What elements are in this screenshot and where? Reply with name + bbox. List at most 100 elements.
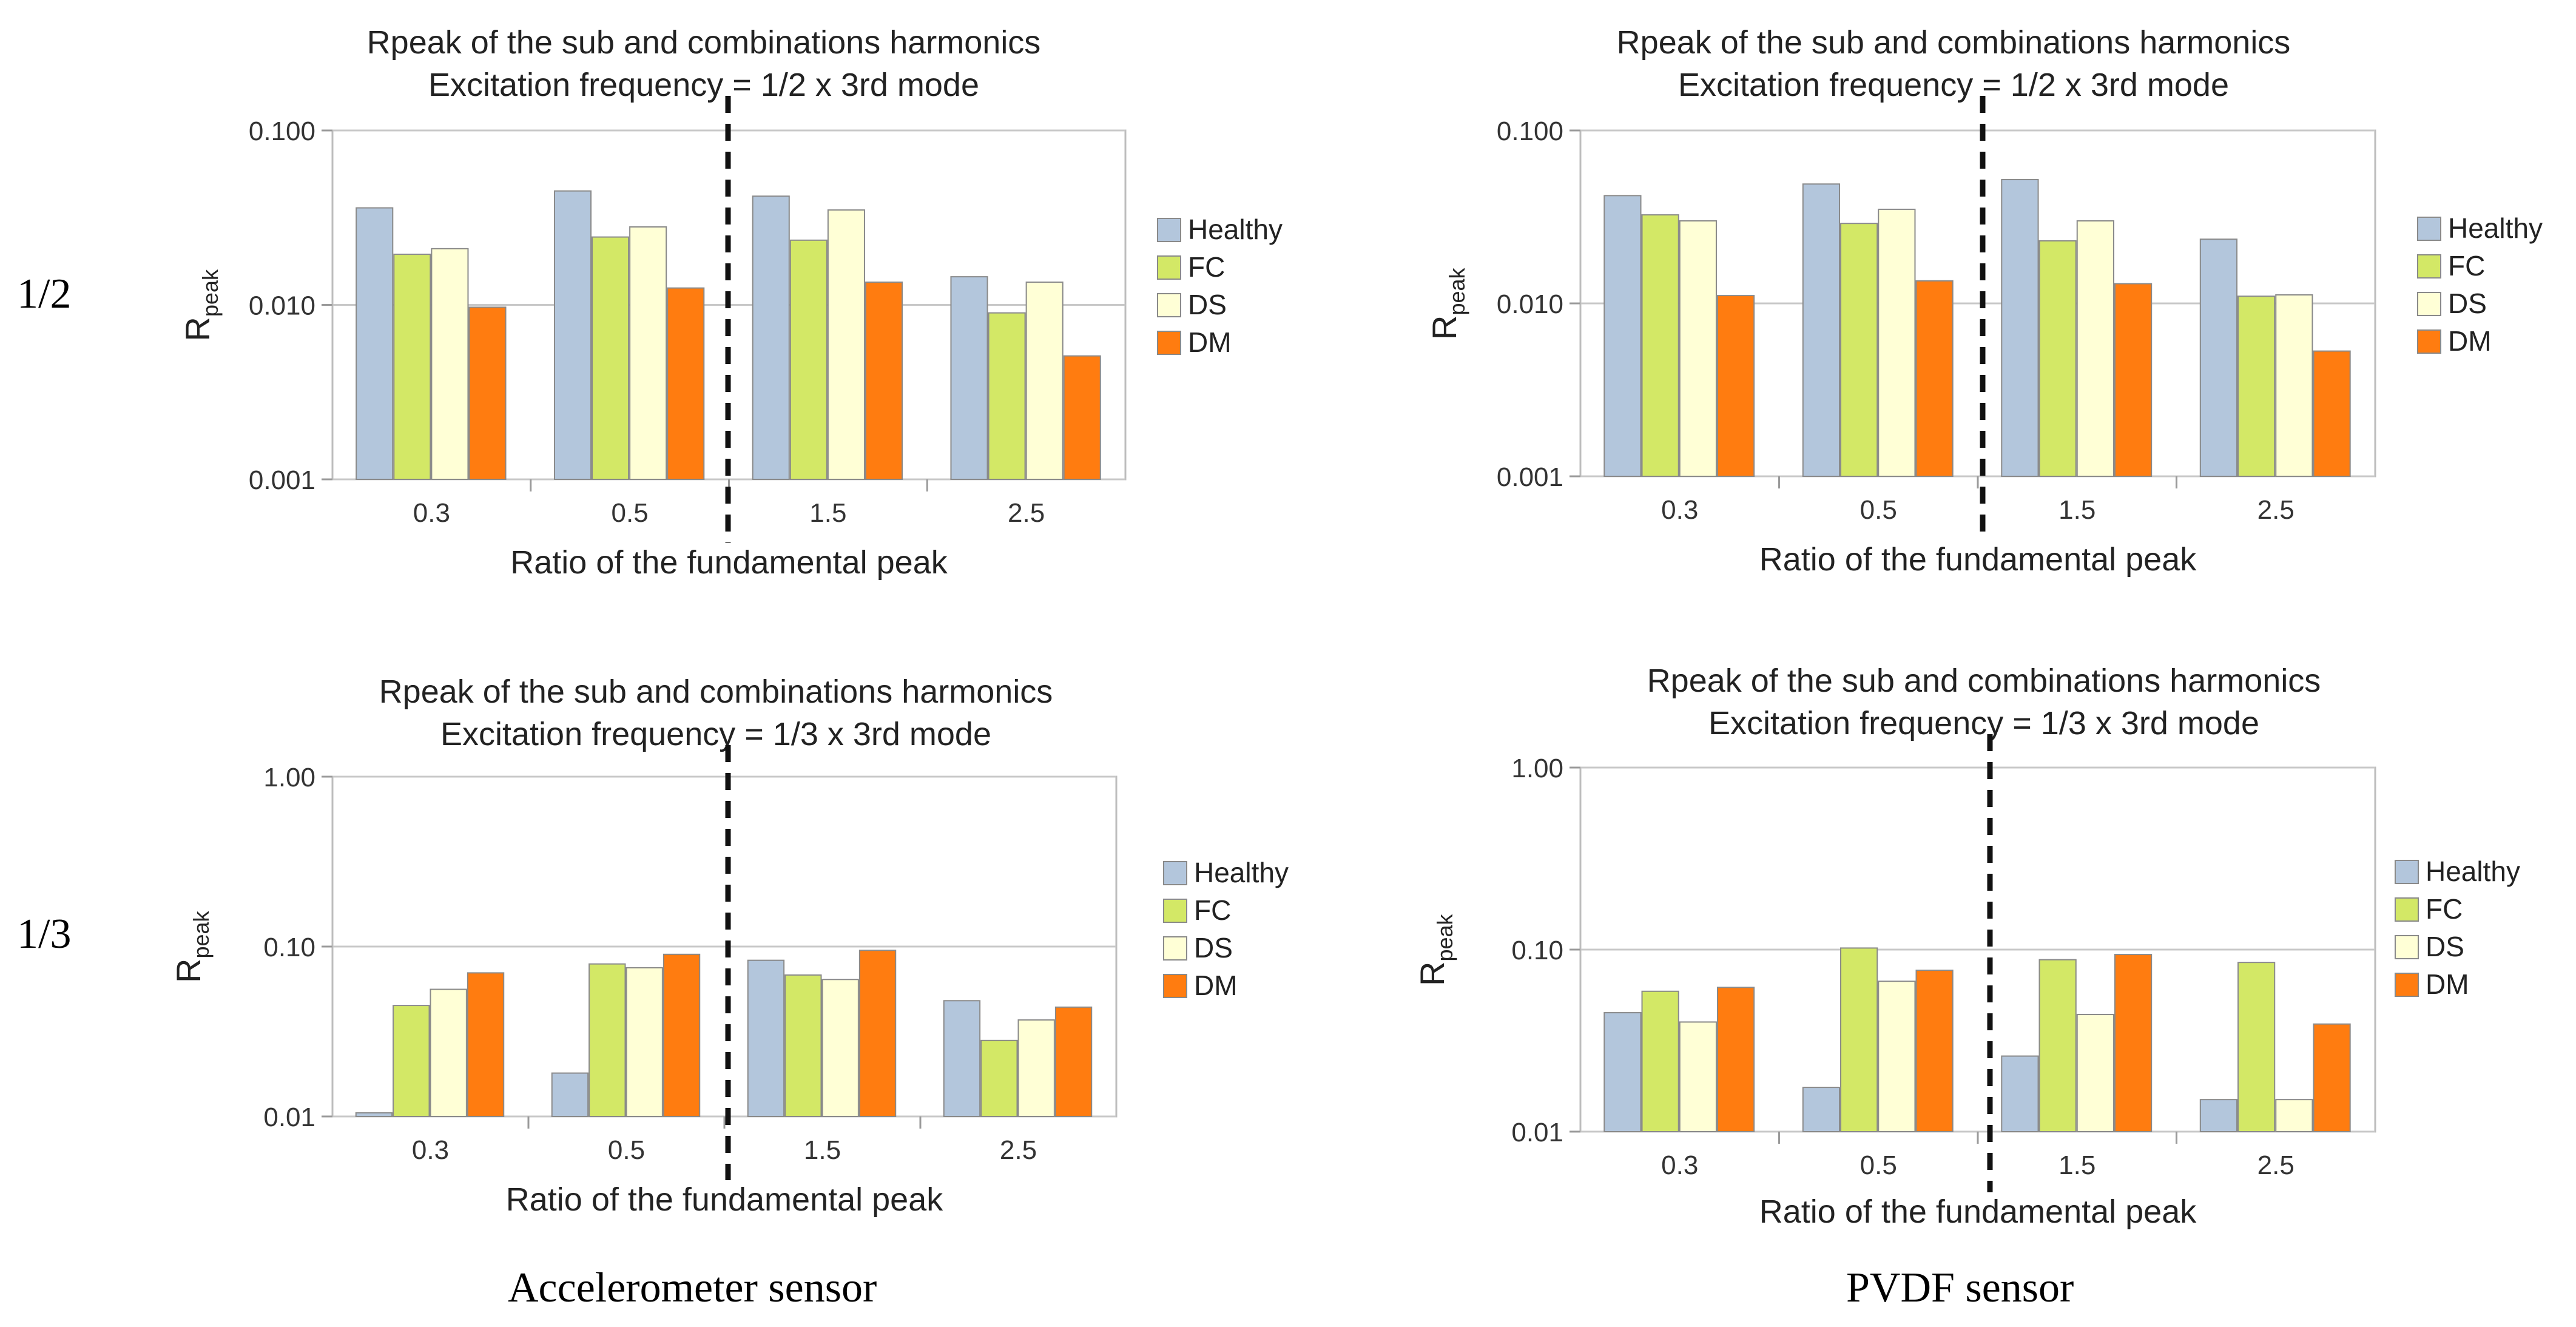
bar-dm-0_3 [1716,987,1755,1132]
bar-fc-0_3 [1641,214,1679,477]
x-axis-label: Ratio of the fundamental peak [1759,1194,2197,1230]
y-axis-label: Rpeak [178,269,223,342]
legend-swatch-dm [2395,973,2419,997]
y-tick-label: 0.01 [263,1102,315,1132]
legend-label-fc: FC [2426,893,2463,925]
x-axis-label: Ratio of the fundamental peak [1759,541,2197,578]
bar-dm-0_5 [663,953,701,1118]
y-axis-label-sub: peak [198,269,223,317]
bar-ds-0_5 [1878,981,1916,1133]
bar-dm-1_5 [2114,283,2153,477]
bar-ds-0_3 [431,248,469,480]
y-axis-label: Rpeak [1413,913,1457,986]
x-tick-label: 1.5 [809,498,846,528]
bar-healthy-2_5 [2199,238,2238,477]
bar-fc-2_5 [988,312,1026,480]
bar-ds-0_5 [625,967,663,1117]
bar-dm-2_5 [2313,1023,2351,1133]
legend-swatch-healthy [1157,218,1181,242]
bar-healthy-1_5 [747,959,785,1117]
bar-fc-2_5 [980,1039,1018,1118]
bar-fc-1_5 [2038,959,2077,1132]
x-tick-label: 1.5 [2058,495,2096,525]
x-tick-label: 0.3 [412,1135,449,1165]
bar-fc-2_5 [2237,962,2276,1132]
legend-label-dm: DM [1194,970,1238,1001]
x-tick-label: 2.5 [1000,1135,1037,1165]
bar-ds-2_5 [2275,294,2313,477]
legend-swatch-healthy [2395,860,2419,884]
bar-fc-0_3 [393,1005,430,1117]
legend-label-ds: DS [1188,289,1227,320]
bar-ds-1_5 [2076,1013,2114,1133]
y-tick-label: 0.010 [1497,289,1563,319]
x-tick-label: 0.5 [1860,495,1897,525]
y-axis-label-sub: peak [189,910,214,958]
bar-healthy-0_5 [1802,183,1841,477]
bar-dm-1_5 [865,282,903,480]
chart-title: Rpeak of the sub and combinations harmon… [367,24,1041,61]
x-axis-label: Ratio of the fundamental peak [506,1181,943,1218]
legend-label-ds: DS [2448,288,2487,319]
bar-fc-0_5 [1840,223,1878,477]
chart-subtitle: Excitation frequency = 1/2 x 3rd mode [428,67,979,103]
legend-label-dm: DM [2448,325,2492,357]
bar-ds-0_5 [629,226,667,480]
bar-ds-0_3 [1679,220,1717,477]
x-tick-label: 2.5 [2257,1150,2294,1180]
bar-dm-1_5 [858,950,897,1118]
chart-title: Rpeak of the sub and combinations harmon… [379,674,1053,710]
bar-ds-1_5 [827,209,865,480]
y-tick-label: 0.10 [1511,936,1563,965]
bar-fc-0_5 [1840,947,1878,1132]
x-tick-label: 2.5 [2257,495,2294,525]
column-label-accelerometer: Accelerometer sensor [508,1265,877,1311]
bar-healthy-1_5 [2001,1055,2039,1132]
y-tick-label: 0.001 [249,465,315,495]
bar-healthy-0_3 [356,207,394,480]
chart-panel-3: Rpeak of the sub and combinations harmon… [169,674,1289,1218]
chart-subtitle: Excitation frequency = 1/3 x 3rd mode [1708,705,2259,741]
chart-panel-2: Rpeak of the sub and combinations harmon… [1425,24,2543,578]
x-tick-label: 1.5 [804,1135,841,1165]
legend-swatch-ds [1157,293,1181,317]
x-axis-label: Ratio of the fundamental peak [510,544,948,581]
chart-subtitle: Excitation frequency = 1/3 x 3rd mode [440,716,991,752]
y-tick-label: 0.01 [1511,1118,1563,1147]
x-tick-label: 2.5 [1008,498,1045,528]
legend-label-ds: DS [2426,931,2464,962]
bar-dm-0_3 [468,306,507,480]
x-tick-label: 0.3 [413,498,450,528]
bar-healthy-0_5 [551,1072,589,1117]
legend-swatch-fc [1163,899,1187,923]
bar-ds-2_5 [2275,1099,2313,1132]
chart-subtitle: Excitation frequency = 1/2 x 3rd mode [1678,67,2229,103]
legend-swatch-fc [2395,897,2419,922]
legend-label-healthy: Healthy [2426,856,2520,887]
bar-ds-2_5 [1017,1019,1055,1118]
bar-healthy-0_5 [1802,1087,1841,1133]
x-tick-label: 0.3 [1661,1150,1698,1180]
y-axis-label-sub: peak [1432,913,1457,961]
bar-fc-0_3 [393,254,431,480]
legend-swatch-healthy [2417,217,2441,241]
bar-fc-0_5 [588,963,626,1118]
row-label-half: 1/2 [17,271,72,317]
x-tick-label: 0.5 [1860,1150,1897,1180]
bar-fc-1_5 [784,974,822,1117]
legend-label-healthy: Healthy [1194,857,1289,888]
row-label-third: 1/3 [17,911,72,957]
bar-dm-2_5 [1063,355,1101,480]
legend-swatch-dm [1163,974,1187,998]
y-tick-label: 0.10 [263,933,315,962]
bar-ds-0_3 [430,988,467,1117]
legend-label-healthy: Healthy [1188,214,1283,245]
y-tick-label: 1.00 [1511,754,1563,783]
bar-ds-1_5 [821,979,859,1118]
bar-dm-0_3 [467,972,505,1118]
bar-healthy-1_5 [2001,178,2039,477]
column-label-pvdf: PVDF sensor [1846,1265,2074,1311]
legend-label-dm: DM [2426,968,2469,1000]
